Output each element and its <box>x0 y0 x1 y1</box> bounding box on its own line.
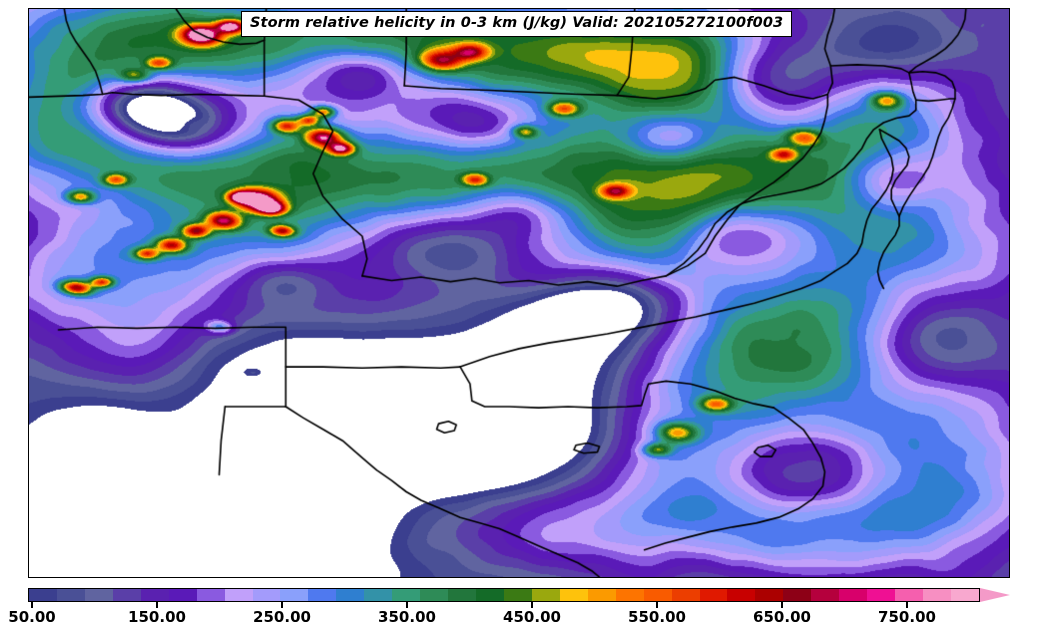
map-title-text: Storm relative helicity in 0-3 km (J/kg)… <box>250 15 784 31</box>
colorbar-tick-550 <box>656 602 659 608</box>
colorbar-segment-16 <box>476 589 504 601</box>
colorbar-tick-label-150: 150.00 <box>128 608 186 626</box>
colorbar-segment-9 <box>280 589 309 601</box>
colorbar-tick-150 <box>156 602 159 608</box>
colorbar-segment-2 <box>84 589 113 601</box>
colorbar-segment-22 <box>643 589 672 601</box>
colorbar-segment-21 <box>615 589 644 601</box>
colorbar-segment-1 <box>56 589 85 601</box>
colorbar-segment-19 <box>559 589 588 601</box>
colorbar-segment-30 <box>867 589 896 601</box>
colorbar-tick-labels: 50.00 150.00 250.00 350.00 450.00 550.00 650.0… <box>8 608 1010 628</box>
colorbar-segment-25 <box>727 589 756 601</box>
colorbar: 50.00 150.00 250.00 350.00 450.00 550.00 650.0… <box>8 587 1010 626</box>
colorbar-tick-450 <box>531 602 534 608</box>
colorbar-segment-32 <box>923 589 951 601</box>
colorbar-segment-29 <box>839 589 868 601</box>
colorbar-tick-label-250: 250.00 <box>253 608 311 626</box>
colorbar-segment-26 <box>755 589 784 601</box>
colorbar-segment-8 <box>252 589 281 601</box>
colorbar-tick-label-350: 350.00 <box>378 608 436 626</box>
colorbar-segment-4 <box>140 589 169 601</box>
colorbar-segment-13 <box>392 589 421 601</box>
colorbar-segment-27 <box>783 589 812 601</box>
colorbar-segment-11 <box>336 589 365 601</box>
colorbar-segment-12 <box>364 589 393 601</box>
colorbar-tick-label-50: 50.00 <box>8 608 56 626</box>
map-plot-area[interactable] <box>28 8 1010 578</box>
colorbar-segment-31 <box>895 589 923 601</box>
colorbar-extend-arrow <box>980 587 1010 602</box>
colorbar-tick-label-650: 650.00 <box>753 608 811 626</box>
colorbar-segment-10 <box>308 589 337 601</box>
colorbar-tick-label-550: 550.00 <box>628 608 686 626</box>
colorbar-gradient-strip <box>28 588 980 602</box>
colorbar-segment-23 <box>671 589 700 601</box>
colorbar-segment-28 <box>811 589 840 601</box>
colorbar-tick-650 <box>781 602 784 608</box>
colorbar-segment-5 <box>168 589 197 601</box>
colorbar-segment-18 <box>531 589 560 601</box>
colorbar-tick-50 <box>31 602 34 608</box>
colorbar-segment-7 <box>224 589 253 601</box>
colorbar-segment-24 <box>699 589 728 601</box>
colorbar-segment-15 <box>448 589 476 601</box>
colorbar-segment-3 <box>112 589 141 601</box>
colorbar-segment-33 <box>950 589 979 601</box>
colorbar-tick-marks <box>28 602 1010 608</box>
colorbar-segment-14 <box>420 589 449 601</box>
colorbar-segment-20 <box>587 589 616 601</box>
colorbar-tick-label-750: 750.00 <box>878 608 936 626</box>
colorbar-tick-750 <box>906 602 909 608</box>
colorbar-tick-350 <box>406 602 409 608</box>
colorbar-segment-17 <box>503 589 532 601</box>
colorbar-segment-6 <box>196 589 225 601</box>
colorbar-tick-250 <box>281 602 284 608</box>
helicity-contour-field <box>29 9 1009 577</box>
map-title: Storm relative helicity in 0-3 km (J/kg)… <box>241 11 793 37</box>
colorbar-tick-label-450: 450.00 <box>503 608 561 626</box>
colorbar-segment-0 <box>29 589 57 601</box>
